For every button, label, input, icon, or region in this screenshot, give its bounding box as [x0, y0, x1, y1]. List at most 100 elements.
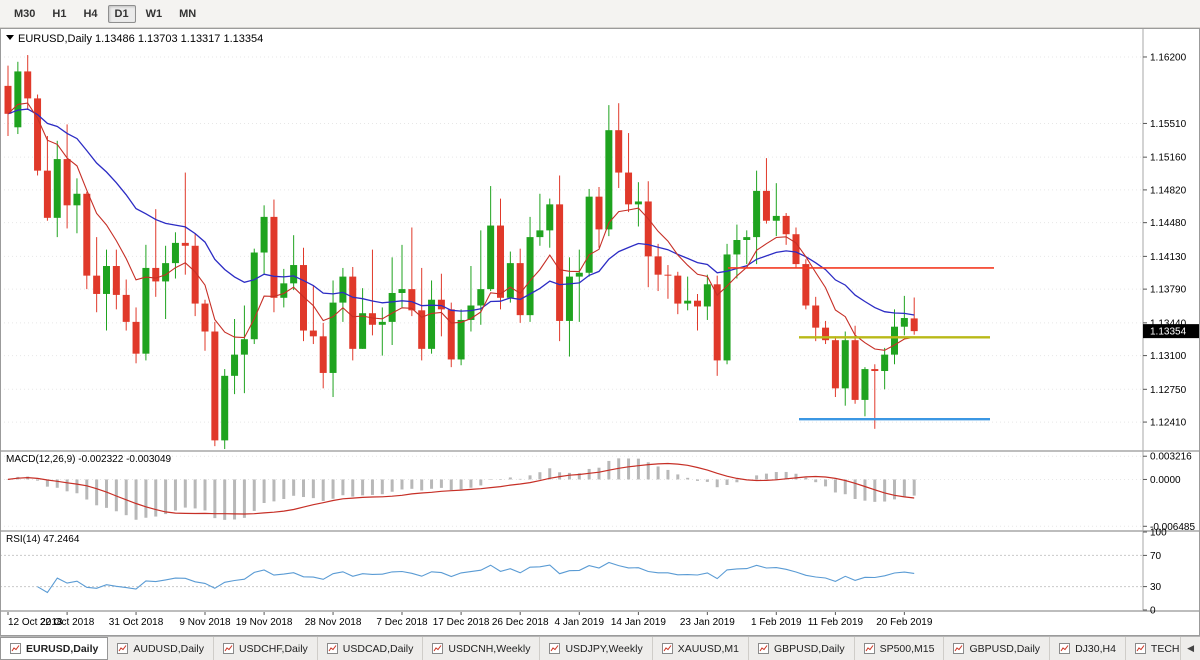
chart-tab-label: USDCNH,Weekly [448, 642, 531, 655]
timeframe-button-m30[interactable]: M30 [14, 7, 36, 20]
ma-slow-line [7, 108, 915, 316]
timeframe-button-d1[interactable]: D1 [107, 4, 136, 23]
macd-label: MACD(12,26,9) -0.002322 -0.003049 [6, 454, 172, 465]
svg-text:20 Feb 2019: 20 Feb 2019 [876, 617, 933, 628]
timeframe-button-w1[interactable]: W1 [145, 7, 163, 20]
chart-tab-4[interactable]: USDCNH,Weekly [423, 637, 541, 660]
chart-tab-icon [10, 643, 21, 654]
timeframe-toolbar: M30 H1 H4 D1 W1 MN [0, 0, 1200, 28]
svg-text:1.13790: 1.13790 [1150, 285, 1187, 296]
chart-tab-10[interactable]: DJ30,H4 [1050, 637, 1126, 660]
chart-tab-label: EURUSD,Daily [26, 642, 99, 655]
svg-text:1.12410: 1.12410 [1150, 418, 1187, 429]
chart-title: EURUSD,Daily 1.13486 1.13703 1.13317 1.1… [6, 33, 263, 45]
ma-fast-line [7, 102, 915, 351]
svg-text:14 Jan 2019: 14 Jan 2019 [611, 617, 666, 628]
rsi-pane: 100 70 30 0 RSI(14) 47.2464 [0, 528, 1167, 617]
chart-tabbar: EURUSD,Daily AUDUSD,Daily USDCHF,Daily USDC… [0, 636, 1200, 660]
chart-tab-label: TECH10 [1150, 642, 1180, 655]
chart-area: 1.16200 1.15510 1.15160 1.14820 1.14480 1.141… [0, 28, 1200, 636]
svg-text:17 Dec 2018: 17 Dec 2018 [433, 617, 490, 628]
chart-tab-0[interactable]: EURUSD,Daily [0, 637, 109, 660]
price-axis[interactable]: 1.16200 1.15510 1.15160 1.14820 1.14480 1.141… [1143, 52, 1187, 429]
svg-text:0: 0 [1150, 606, 1156, 617]
svg-text:1.15160: 1.15160 [1150, 153, 1187, 164]
svg-text:22 Oct 2018: 22 Oct 2018 [40, 617, 95, 628]
chart-tab-1[interactable]: AUDUSD,Daily [108, 637, 214, 660]
chart-tab-11[interactable]: TECH10 [1126, 637, 1180, 660]
svg-text:-0.006485: -0.006485 [1150, 522, 1195, 533]
rsi-line [37, 561, 915, 594]
svg-text:0.003216: 0.003216 [1150, 452, 1192, 463]
svg-text:1.14480: 1.14480 [1150, 218, 1187, 229]
chart-tab-9[interactable]: GBPUSD,Daily [944, 637, 1051, 660]
chart-tab-3[interactable]: USDCAD,Daily [318, 637, 424, 660]
chart-tab-icon [953, 643, 965, 654]
svg-text:1.15510: 1.15510 [1150, 119, 1187, 130]
svg-text:70: 70 [1150, 551, 1162, 562]
chart-tab-label: DJ30,H4 [1075, 642, 1116, 655]
tab-scroll-left-button[interactable]: ◀ [1180, 637, 1200, 660]
svg-text:4 Jan 2019: 4 Jan 2019 [555, 617, 605, 628]
candlestick-series [4, 55, 918, 450]
rsi-label: RSI(14) 47.2464 [6, 534, 80, 545]
chart-tab-label: USDJPY,Weekly [565, 642, 643, 655]
svg-text:0.0000: 0.0000 [1150, 475, 1181, 486]
svg-text:9 Nov 2018: 9 Nov 2018 [179, 617, 231, 628]
chart-tab-7[interactable]: GBPUSD,Daily [749, 637, 855, 660]
timeframe-button-h1[interactable]: H1 [52, 7, 67, 20]
chart-tab-icon [1059, 643, 1071, 654]
svg-text:1.14130: 1.14130 [1150, 252, 1187, 263]
chart-tab-icon [661, 643, 673, 654]
svg-text:100: 100 [1150, 528, 1167, 539]
current-price-badge: 1.13354 [1143, 324, 1200, 339]
svg-text:12 Oct 2018: 12 Oct 2018 [8, 617, 63, 628]
svg-text:1.13354: 1.13354 [1150, 327, 1187, 338]
chart-tab-icon [117, 643, 129, 654]
svg-text:1.12750: 1.12750 [1150, 385, 1187, 396]
svg-text:1.13440: 1.13440 [1150, 318, 1187, 329]
chart-tab-icon [757, 643, 769, 654]
chart-tab-label: GBPUSD,Daily [773, 642, 845, 655]
chart-tab-label: XAUUSD,M1 [677, 642, 739, 655]
svg-text:31 Oct 2018: 31 Oct 2018 [109, 617, 164, 628]
chart-tab-8[interactable]: SP500,M15 [855, 637, 945, 660]
macd-signal-line [7, 462, 915, 515]
timeframe-button-mn[interactable]: MN [179, 7, 197, 20]
timeframe-button-h4[interactable]: H4 [83, 7, 98, 20]
svg-text:19 Nov 2018: 19 Nov 2018 [236, 617, 293, 628]
svg-text:1 Feb 2019: 1 Feb 2019 [751, 617, 802, 628]
chart-tab-label: SP500,M15 [879, 642, 935, 655]
macd-pane: 0.003216 0.0000 -0.006485 MACD(12,26,9) -0.… [0, 452, 1195, 533]
svg-text:1.14820: 1.14820 [1150, 185, 1187, 196]
svg-text:30: 30 [1150, 582, 1162, 593]
chart-tab-label: GBPUSD,Daily [969, 642, 1041, 655]
chart-background [0, 28, 1200, 636]
svg-text:23 Jan 2019: 23 Jan 2019 [680, 617, 735, 628]
chart-tab-5[interactable]: USDJPY,Weekly [540, 637, 653, 660]
chart-canvas[interactable]: 1.16200 1.15510 1.15160 1.14820 1.14480 1.141… [0, 28, 1200, 636]
chart-dropdown-icon[interactable] [6, 35, 14, 40]
chart-title-text: EURUSD,Daily 1.13486 1.13703 1.13317 1.1… [18, 33, 263, 45]
svg-text:1.16200: 1.16200 [1150, 52, 1187, 63]
chart-tab-6[interactable]: XAUUSD,M1 [653, 637, 749, 660]
svg-text:7 Dec 2018: 7 Dec 2018 [376, 617, 428, 628]
tabs-strip: EURUSD,Daily AUDUSD,Daily USDCHF,Daily USDC… [0, 637, 1180, 660]
chart-tab-icon [326, 643, 338, 654]
chart-tab-icon [1134, 643, 1146, 654]
svg-text:28 Nov 2018: 28 Nov 2018 [305, 617, 362, 628]
chart-tab-2[interactable]: USDCHF,Daily [214, 637, 318, 660]
chart-tab-icon [222, 643, 234, 654]
svg-text:11 Feb 2019: 11 Feb 2019 [808, 617, 864, 628]
chart-tab-label: AUDUSD,Daily [133, 642, 204, 655]
chart-tab-icon [432, 643, 444, 654]
svg-text:1.13100: 1.13100 [1150, 351, 1187, 362]
chart-tab-label: USDCHF,Daily [238, 642, 308, 655]
chart-tab-icon [863, 643, 875, 654]
svg-text:26 Dec 2018: 26 Dec 2018 [492, 617, 549, 628]
chart-tab-icon [549, 643, 561, 654]
chart-tab-label: USDCAD,Daily [342, 642, 414, 655]
price-grid [0, 56, 1143, 423]
